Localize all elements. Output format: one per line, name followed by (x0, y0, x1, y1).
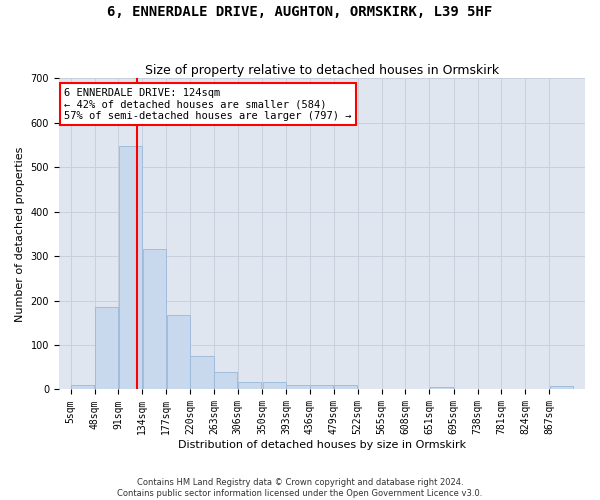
Bar (286, 384, 310, 390)
Y-axis label: Number of detached properties: Number of detached properties (15, 146, 25, 322)
Bar (190, 356, 214, 390)
Bar (167, 315, 190, 390)
Bar (238, 382, 262, 390)
Bar (71, 385, 94, 390)
Bar (119, 146, 142, 390)
Title: Size of property relative to detached houses in Ormskirk: Size of property relative to detached ho… (145, 64, 499, 77)
Bar (310, 384, 334, 390)
Bar (430, 387, 453, 390)
Text: Contains HM Land Registry data © Crown copyright and database right 2024.
Contai: Contains HM Land Registry data © Crown c… (118, 478, 482, 498)
X-axis label: Distribution of detached houses by size in Ormskirk: Distribution of detached houses by size … (178, 440, 466, 450)
Bar (214, 372, 238, 390)
Bar (334, 384, 358, 390)
Bar (95, 307, 118, 390)
Bar (263, 382, 286, 390)
Bar (550, 386, 573, 390)
Text: 6, ENNERDALE DRIVE, AUGHTON, ORMSKIRK, L39 5HF: 6, ENNERDALE DRIVE, AUGHTON, ORMSKIRK, L… (107, 5, 493, 19)
Text: 6 ENNERDALE DRIVE: 124sqm
← 42% of detached houses are smaller (584)
57% of semi: 6 ENNERDALE DRIVE: 124sqm ← 42% of detac… (64, 88, 352, 120)
Bar (143, 250, 166, 390)
